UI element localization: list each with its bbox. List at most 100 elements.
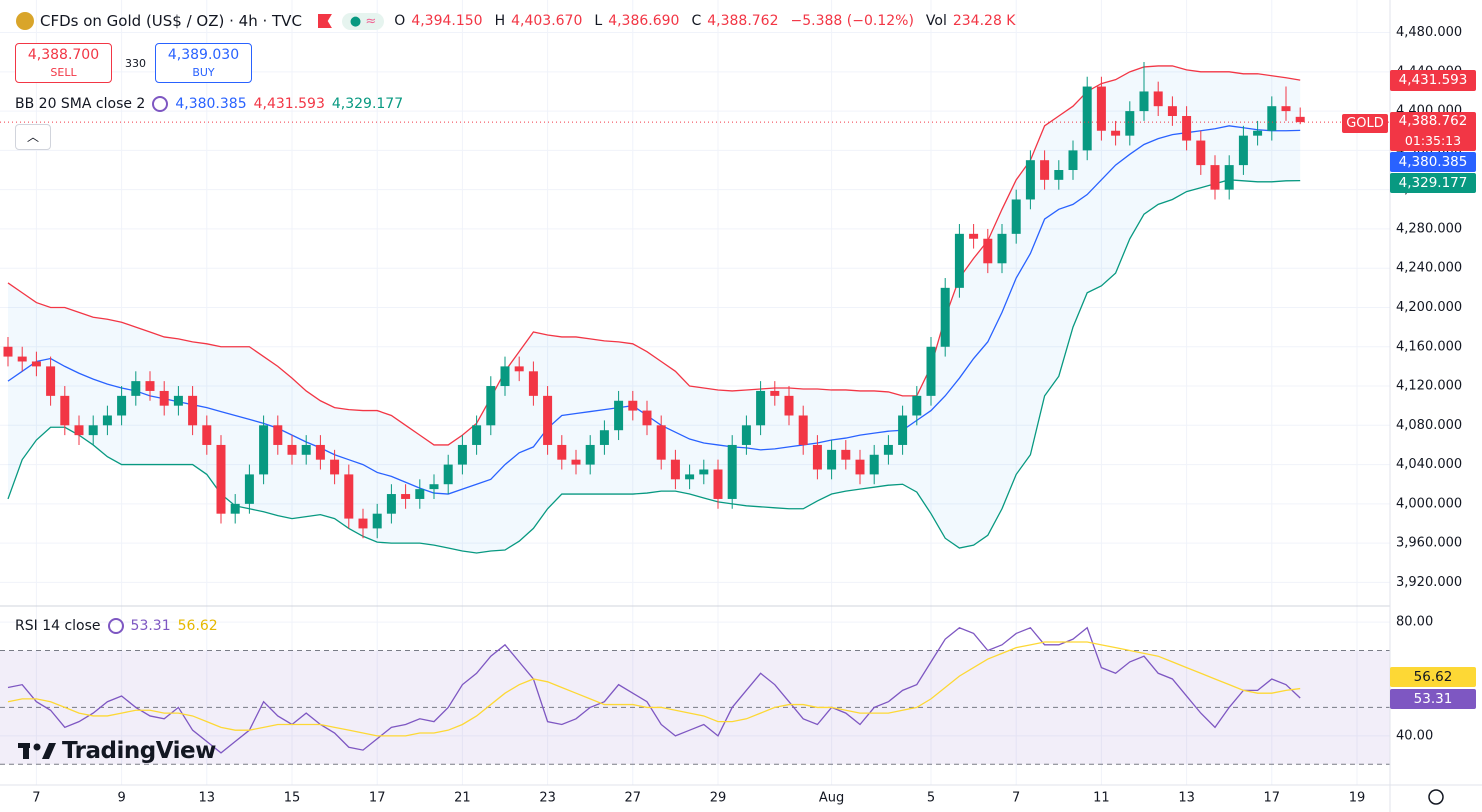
candle-body — [926, 346, 936, 396]
x-tick-label: 21 — [454, 791, 471, 806]
ohlc-key: O — [394, 13, 406, 29]
collapse-button[interactable]: ︿ — [15, 124, 51, 150]
settings-icon[interactable] — [1428, 789, 1444, 805]
ohlc-key: H — [494, 13, 506, 29]
candle-body — [401, 494, 411, 499]
candle-body — [585, 444, 595, 465]
candle-body — [940, 287, 950, 347]
legend-value: 56.62 — [177, 618, 218, 634]
x-tick-label: 17 — [1264, 791, 1281, 806]
indicator-icon[interactable] — [107, 618, 124, 634]
ohlc-value: 4,394.150 — [411, 13, 483, 29]
y-tick-label: 4,280.000 — [1396, 221, 1462, 236]
candle-body — [486, 386, 496, 426]
legend-value: 4,431.593 — [253, 96, 325, 112]
symbol-tag: GOLD — [1342, 114, 1388, 133]
candle-body — [656, 425, 666, 460]
x-tick-label: 27 — [625, 791, 642, 806]
indicator-icon[interactable] — [152, 96, 169, 112]
candle-body — [1167, 106, 1177, 117]
candle-body — [784, 395, 794, 416]
logo-text: TradingView — [62, 738, 216, 764]
indicator-line — [7, 641, 1301, 737]
candle-body — [358, 518, 368, 529]
symbol-title: CFDs on Gold (US$ / OZ) · 4h · TVC — [40, 12, 302, 30]
indicator-line — [7, 626, 1301, 754]
candle-body — [88, 425, 98, 436]
candle-body — [386, 494, 396, 514]
candle-body — [330, 459, 340, 475]
y-tick-label: 40.00 — [1396, 728, 1433, 743]
candle-body — [770, 390, 780, 396]
market-status[interactable]: ● ≈ — [341, 12, 385, 30]
candle-body — [259, 425, 269, 475]
buy-button[interactable]: 4,389.030 BUY — [155, 43, 252, 83]
candle-body — [1224, 165, 1234, 190]
candle-body — [869, 454, 879, 475]
upper-band-tag: 4,431.593 — [1390, 70, 1476, 91]
candle-body — [1111, 130, 1121, 136]
flag-icon[interactable] — [317, 14, 332, 28]
candle-body — [500, 366, 510, 387]
bb-legend: BB 20 SMA close 2 4,380.385 4,431.593 4,… — [15, 96, 403, 112]
y-tick-label: 4,480.000 — [1396, 25, 1462, 40]
candle-body — [1139, 91, 1149, 112]
candle-body — [301, 444, 311, 455]
x-tick-label: 15 — [284, 791, 301, 806]
y-tick-label: 4,000.000 — [1396, 496, 1462, 511]
candle-body — [1096, 86, 1106, 131]
candle-body — [230, 503, 240, 514]
x-tick-label: 11 — [1093, 791, 1110, 806]
candle-body — [1196, 140, 1206, 166]
candle-body — [315, 444, 325, 460]
candle-body — [273, 425, 283, 445]
candle-body — [983, 238, 993, 264]
candle-body — [188, 395, 198, 426]
sell-button[interactable]: 4,388.700 SELL — [15, 43, 112, 83]
symbol-icon — [16, 12, 34, 30]
candle-body — [1295, 116, 1305, 123]
candle-body — [74, 425, 84, 436]
candle-body — [713, 469, 723, 499]
candle-body — [571, 459, 581, 465]
candle-body — [756, 390, 766, 426]
candle-body — [117, 395, 127, 416]
basis-tag: 4,380.385 — [1390, 152, 1476, 172]
candle-body — [1153, 91, 1163, 107]
indicator-name: BB 20 SMA close 2 — [15, 96, 146, 112]
legend-value: 53.31 — [130, 618, 171, 634]
change: −5.388 (−0.12%) — [790, 13, 914, 29]
logo-mark — [18, 743, 56, 759]
plot: 7 9 13 15 17 21 23 27 29 Aug 5 7 11 13 17 19 — [0, 0, 1390, 806]
rsi-ma-tag: 56.62 — [1390, 667, 1476, 687]
candle-body — [1025, 160, 1035, 200]
candle-body — [1210, 165, 1220, 190]
candle-body — [145, 381, 155, 391]
legend-value: 4,380.385 — [175, 96, 247, 112]
ohlc-key: C — [691, 13, 702, 29]
y-tick-label: 3,920.000 — [1396, 575, 1462, 590]
candle-body — [1238, 135, 1248, 166]
y-tick-label: 4,080.000 — [1396, 418, 1462, 433]
candle-body — [699, 469, 709, 475]
candle-body — [344, 474, 354, 519]
candle-body — [841, 449, 851, 460]
candle-body — [1011, 199, 1021, 234]
y-tick-label: 4,160.000 — [1396, 339, 1462, 354]
candle-body — [798, 415, 808, 445]
candle-body — [102, 415, 112, 426]
countdown: 01:35:13 — [1404, 133, 1462, 148]
candle-body — [727, 444, 737, 499]
candle-body — [997, 233, 1007, 264]
candle-body — [685, 474, 695, 480]
candle-body — [1281, 106, 1291, 112]
candle-body — [514, 366, 524, 372]
ohlc-value: 4,388.762 — [707, 13, 779, 29]
candle-body — [1054, 170, 1064, 180]
candle-body — [1267, 106, 1277, 131]
volume-value: 234.28 K — [952, 13, 1016, 29]
candle-body — [628, 400, 638, 411]
x-tick-label: 7 — [1012, 791, 1020, 806]
candle-body — [855, 459, 865, 475]
